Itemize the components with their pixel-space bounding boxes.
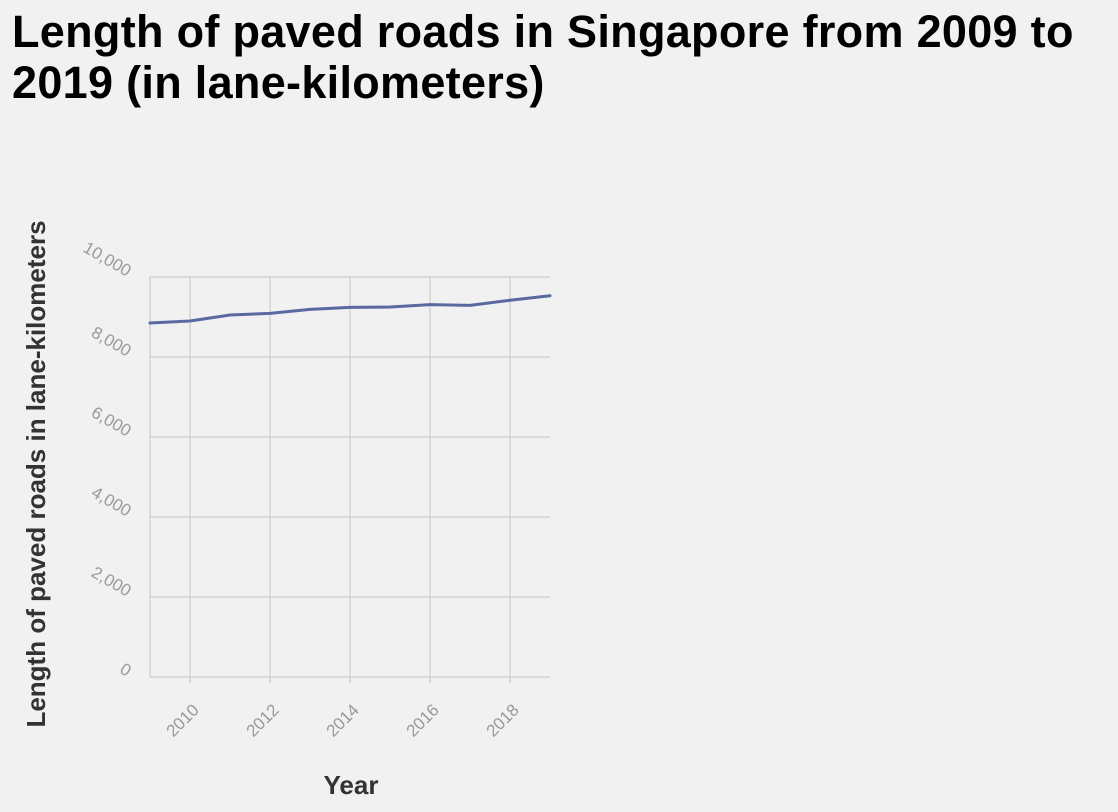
y-axis-title: Length of paved roads in lane-kilometers	[21, 220, 51, 727]
y-tick-label: 2,000	[88, 563, 134, 601]
y-tick-label: 6,000	[88, 403, 134, 441]
series-lines	[148, 294, 552, 325]
x-tick-label: 2012	[243, 700, 283, 740]
x-tick-label: 2016	[403, 700, 443, 740]
series-line	[148, 294, 552, 325]
grid-lines	[149, 276, 550, 683]
x-tick-labels: 2010 2012 2014 2016 2018	[163, 700, 523, 740]
y-tick-labels: 0 2,000 4,000 6,000 8,000 10,000	[80, 238, 135, 680]
x-axis-title: Year	[324, 770, 379, 800]
chart-title: Length of paved roads in Singapore from …	[12, 6, 1074, 108]
y-tick-label: 4,000	[88, 483, 134, 521]
y-tick-label: 8,000	[88, 323, 134, 361]
y-tick-label: 0	[117, 659, 135, 680]
x-tick-label: 2018	[483, 700, 523, 740]
x-tick-label: 2010	[163, 700, 203, 740]
y-tick-label: 10,000	[80, 238, 135, 280]
x-tick-label: 2014	[323, 700, 363, 740]
